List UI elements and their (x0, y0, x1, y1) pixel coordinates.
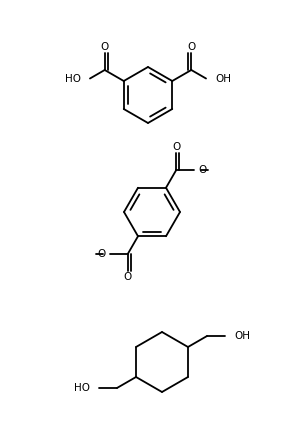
Text: O: O (98, 249, 106, 259)
Text: OH: OH (234, 331, 250, 341)
Text: HO: HO (74, 383, 90, 393)
Text: O: O (101, 42, 109, 52)
Text: O: O (172, 142, 180, 153)
Text: HO: HO (65, 73, 81, 84)
Text: O: O (187, 42, 196, 52)
Text: O: O (124, 271, 132, 282)
Text: O: O (198, 166, 206, 175)
Text: OH: OH (215, 73, 231, 84)
